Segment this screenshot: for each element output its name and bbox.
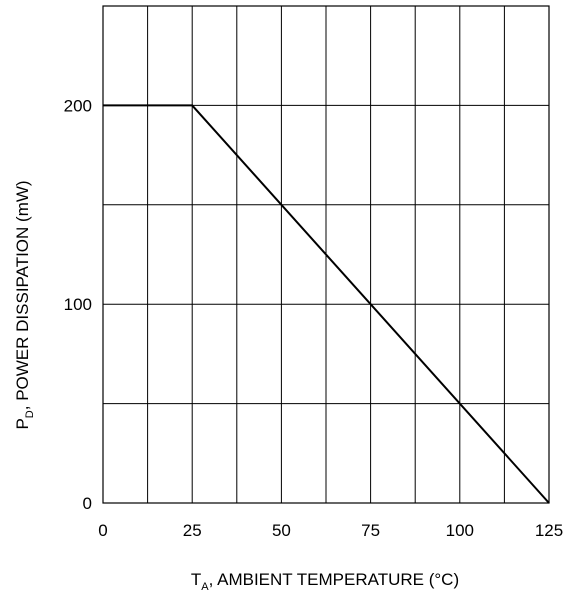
x-axis-title-subscript: A: [201, 581, 209, 593]
y-tick-label: 0: [83, 494, 92, 513]
y-tick-label: 200: [64, 96, 92, 115]
plot-frame: [102, 5, 550, 504]
x-axis-title-main: T: [191, 570, 201, 589]
x-tick-label: 25: [183, 521, 202, 540]
x-tick-label: 125: [535, 521, 563, 540]
y-tick-label: 100: [64, 295, 92, 314]
x-tick-label: 100: [446, 521, 474, 540]
x-tick-label: 0: [98, 521, 107, 540]
grid: [102, 5, 550, 504]
x-tick-labels: 0 25 50 75 100 125: [98, 521, 563, 540]
derating-curve: [103, 104, 550, 504]
y-axis-title: PD, POWER DISSIPATION (mW): [13, 180, 36, 429]
x-axis-title-rest: , AMBIENT TEMPERATURE (°C): [209, 570, 460, 589]
y-axis-title-rest: , POWER DISSIPATION (mW): [13, 180, 32, 410]
series-layer: [103, 104, 550, 504]
y-tick-labels: 0 100 200: [64, 96, 92, 513]
x-tick-label: 50: [272, 521, 291, 540]
x-axis-title: TA, AMBIENT TEMPERATURE (°C): [191, 570, 459, 593]
x-tick-label: 75: [361, 521, 380, 540]
y-axis-title-main: P: [13, 418, 32, 429]
y-axis-title-subscript: D: [24, 410, 36, 418]
